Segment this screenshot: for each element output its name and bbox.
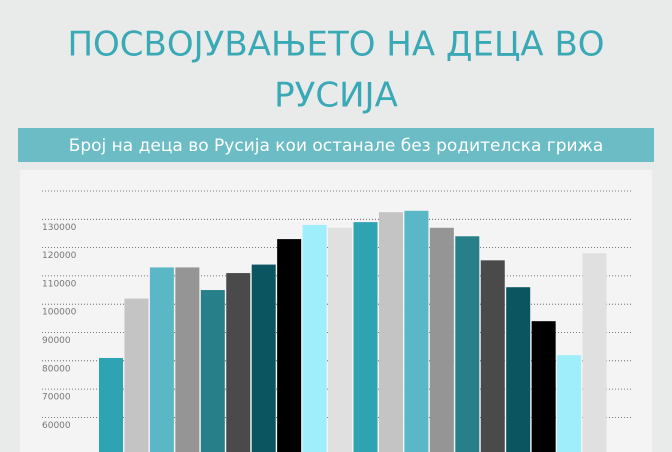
bar: [506, 287, 531, 452]
bar: [149, 267, 174, 452]
bar: [99, 357, 123, 452]
subtitle: Број на деца во Русија кои останале без …: [69, 136, 604, 156]
title-line: ПОСВОЈУВАЊЕТО НА ДЕЦА ВО: [67, 25, 604, 65]
bar: [302, 224, 327, 452]
y-tick-label: 130000: [42, 223, 77, 233]
y-tick-label: 110000: [42, 279, 77, 289]
bar: [429, 227, 454, 452]
title-line: РУСИЈА: [274, 76, 398, 116]
bar: [328, 227, 353, 452]
y-tick-label: 80000: [42, 364, 71, 374]
y-tick-label: 100000: [42, 308, 77, 318]
y-tick-label: 120000: [42, 251, 77, 261]
bar: [251, 264, 276, 452]
bar: [175, 267, 200, 452]
bar: [226, 273, 251, 452]
bar: [480, 260, 505, 452]
y-tick-label: 90000: [42, 336, 71, 346]
y-tick-label: 70000: [42, 393, 71, 403]
bar: [455, 236, 480, 452]
bar: [582, 253, 607, 452]
subtitle-bar: [18, 128, 654, 162]
bar: [124, 298, 149, 452]
bar: [531, 321, 556, 452]
bar: [404, 210, 429, 452]
bar: [557, 355, 582, 452]
bar: [378, 212, 403, 452]
bar: [277, 239, 302, 452]
y-tick-label: 60000: [42, 421, 71, 431]
bar: [353, 222, 378, 452]
bar: [200, 290, 225, 452]
